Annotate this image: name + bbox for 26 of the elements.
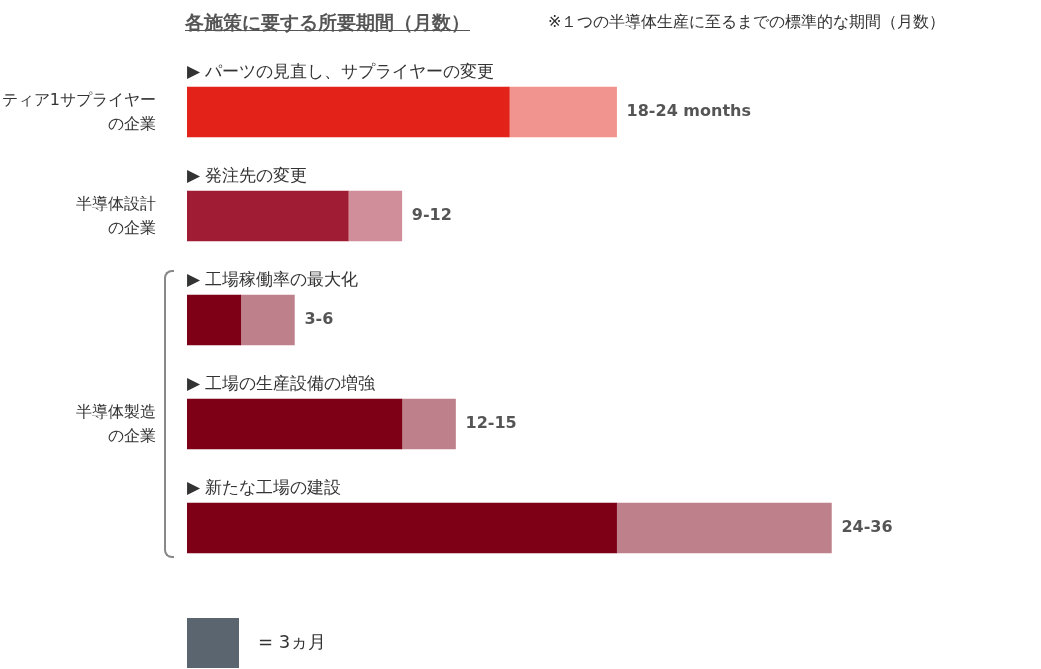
data-label: 3-6 [304, 309, 334, 329]
y-tick-label: ▶ 工場稼働率の最大化 [187, 268, 359, 289]
y-tick-label: ▶ 工場の生産設備の増強 [187, 372, 376, 393]
bar [187, 190, 349, 242]
data-label: 18-24 months [626, 101, 751, 121]
chart-title: 各施策に要する所要期間（月数） [185, 10, 470, 35]
bar [187, 86, 510, 138]
y-tick-label: ▶ 新たな工場の建設 [187, 476, 342, 497]
bar [187, 398, 403, 450]
chart-subtitle: ※１つの半導体生産に至るまでの標準的な期間（月数） [548, 12, 946, 33]
text: 半導体設計の企業 [75, 193, 156, 239]
text: = 3ヵ月 [258, 630, 327, 654]
data-label: 9-12 [411, 205, 452, 225]
bar [401, 398, 456, 450]
data-label: 12-15 [465, 413, 517, 433]
bar [347, 190, 403, 242]
data-label: 24-36 [841, 517, 893, 537]
bar [187, 294, 242, 346]
bar [240, 294, 295, 346]
text: 半導体製造の企業 [75, 401, 156, 447]
y-tick-label: ▶ パーツの見直し、サプライヤーの変更 [187, 60, 495, 81]
bar [508, 86, 617, 138]
bar [616, 502, 832, 554]
text: ティア1サプライヤーの企業 [0, 89, 156, 135]
y-tick-label: ▶ 発注先の変更 [187, 164, 308, 185]
bar [187, 502, 617, 554]
